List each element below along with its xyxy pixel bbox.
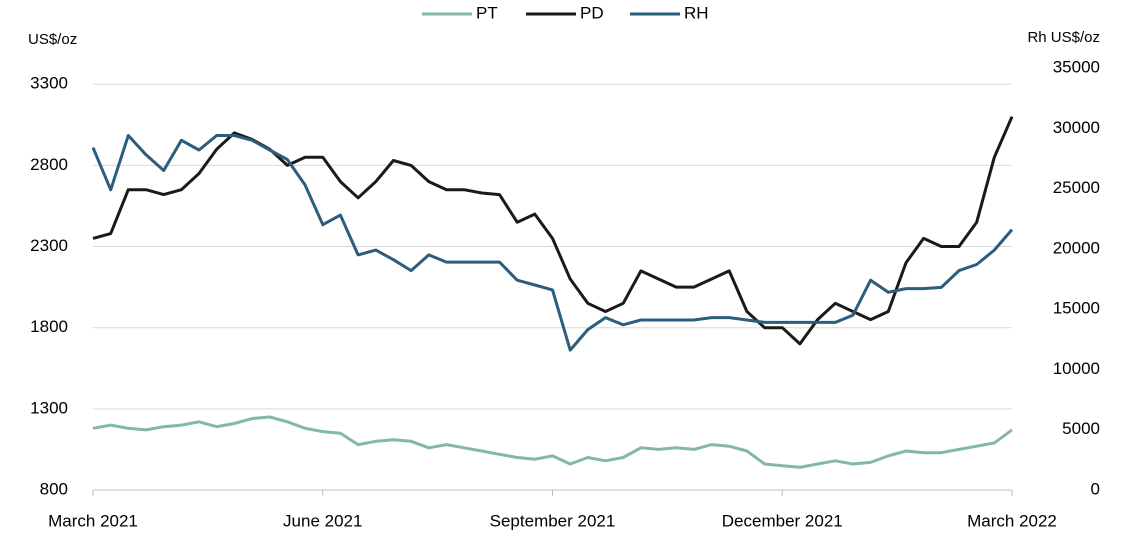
legend-label: PD <box>580 3 604 22</box>
y2-axis-title: Rh US$/oz <box>1027 29 1100 46</box>
y-tick-label: 2800 <box>30 155 68 174</box>
y2-tick-label: 30000 <box>1053 118 1100 137</box>
y-axis-title: US$/oz <box>28 31 77 48</box>
series-line <box>92 116 1014 346</box>
x-tick-label: March 2021 <box>48 511 138 530</box>
series-line <box>92 415 1013 469</box>
y2-tick-label: 15000 <box>1053 299 1100 318</box>
y2-tick-label: 20000 <box>1053 238 1100 257</box>
legend-label: PT <box>476 3 498 22</box>
y-tick-label: 2300 <box>30 236 68 255</box>
x-tick-label: September 2021 <box>490 511 616 530</box>
y2-tick-label: 5000 <box>1062 419 1100 438</box>
x-tick-label: December 2021 <box>722 511 843 530</box>
y-tick-label: 1800 <box>30 317 68 336</box>
x-tick-label: March 2022 <box>967 511 1057 530</box>
y2-tick-label: 10000 <box>1053 359 1100 378</box>
x-tick-label: June 2021 <box>283 511 362 530</box>
y-tick-label: 3300 <box>30 74 68 93</box>
series-line <box>91 134 1014 352</box>
y2-tick-label: 0 <box>1091 479 1100 498</box>
legend-label: RH <box>684 3 709 22</box>
y-tick-label: 800 <box>40 479 68 498</box>
y2-tick-label: 35000 <box>1053 57 1100 76</box>
y2-tick-label: 25000 <box>1053 178 1100 197</box>
y-tick-label: 1300 <box>30 398 68 417</box>
